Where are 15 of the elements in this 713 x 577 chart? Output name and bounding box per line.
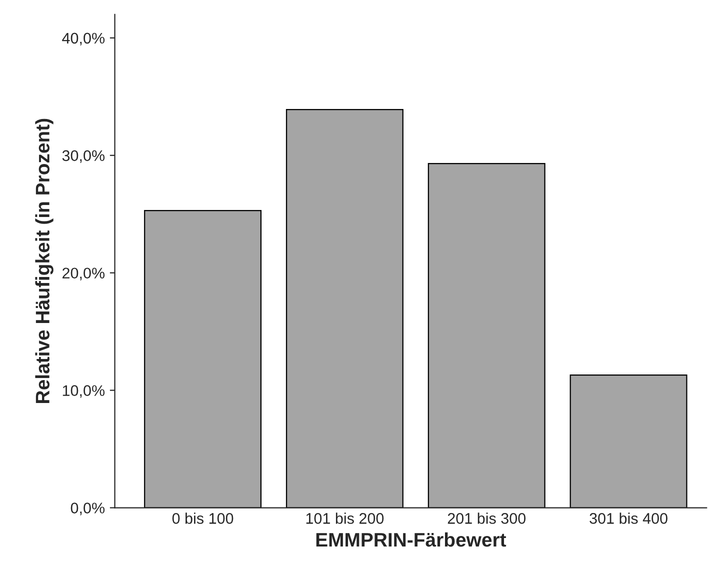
- bar: [428, 163, 546, 508]
- y-tick-label: 40,0%: [62, 32, 105, 46]
- y-tick-label: 20,0%: [62, 268, 105, 280]
- y-tick-label: 10,0%: [62, 385, 105, 398]
- x-tick-label: 301 bis 400: [590, 512, 668, 524]
- y-axis-title: Relative Häufigkeit (in Prozent): [35, 118, 54, 403]
- bar: [570, 374, 688, 508]
- bar: [286, 109, 404, 508]
- bar: [144, 210, 262, 508]
- x-axis-title: EMMPRIN-Färbewert: [316, 532, 506, 547]
- x-tick-label: 101 bis 200: [306, 512, 384, 524]
- y-tick-label: 30,0%: [62, 150, 105, 163]
- x-tick-label: 0 bis 100: [172, 512, 234, 524]
- x-tick-label: 201 bis 300: [448, 512, 526, 524]
- y-tick-label: 0,0%: [70, 502, 105, 516]
